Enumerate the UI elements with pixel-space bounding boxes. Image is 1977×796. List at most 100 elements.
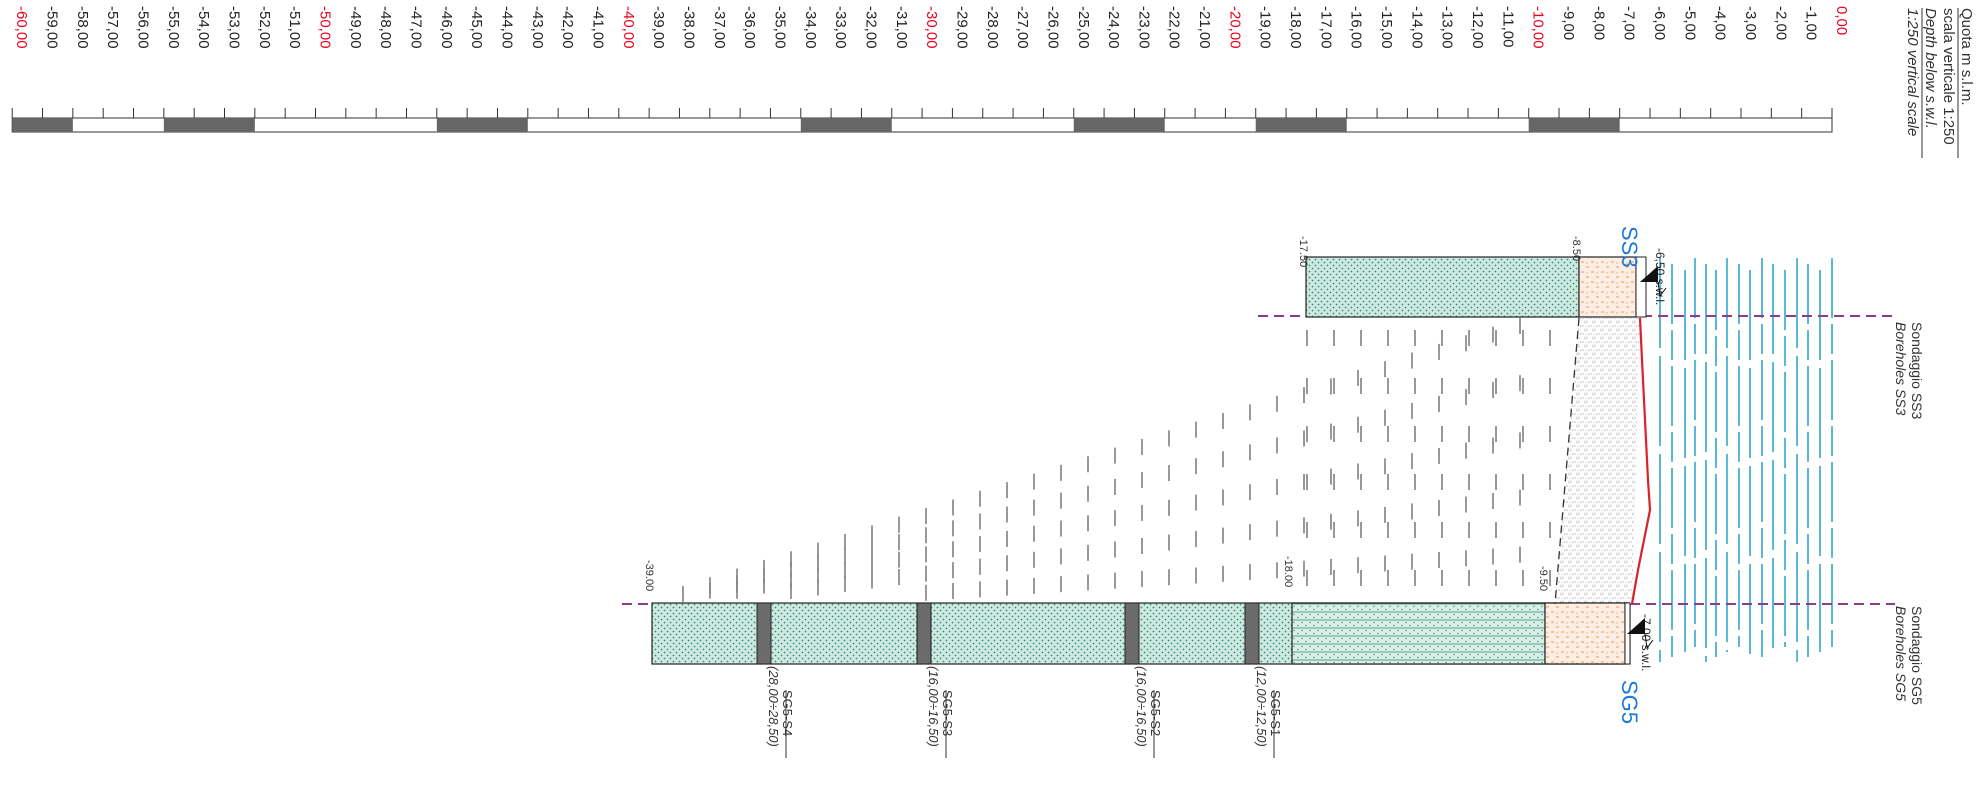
scale-tick-label: -23,00 [1135, 6, 1152, 49]
scale-tick-label: -21,00 [1196, 6, 1213, 49]
scale-tick-label: -31,00 [893, 6, 910, 49]
sample-marker [1244, 602, 1260, 665]
scale-tick-label: -16,00 [1348, 6, 1365, 49]
scale-tick-label: -27,00 [1014, 6, 1031, 49]
scale-tick-label: -36,00 [741, 6, 758, 49]
scale-tick-label: -42,00 [559, 6, 576, 49]
scale-tick-label: -57,00 [104, 6, 121, 49]
scale-bar-segment [800, 118, 892, 132]
profile-line [1630, 317, 1652, 605]
scale-tick-label: -18,00 [1287, 6, 1304, 49]
scale-tick-label: -60,00 [13, 6, 30, 49]
ss3-label-en: Boreholes SS3 [1893, 322, 1909, 416]
scale-tick-label: -53,00 [226, 6, 243, 49]
ss3-sand-layer [1578, 256, 1637, 318]
ss3-water-level-marker [1640, 266, 1658, 282]
scale-tick-label: -55,00 [165, 6, 182, 49]
boundary-dashed-line [1554, 317, 1580, 605]
scale-tick-label: -33,00 [832, 6, 849, 49]
scale-tick-label: -52,00 [256, 6, 273, 49]
scale-tick-label: -58,00 [74, 6, 91, 49]
scale-tick-label: -28,00 [984, 6, 1001, 49]
scale-tick-label: -43,00 [529, 6, 546, 49]
sample-name: SG5-S2 [1148, 690, 1163, 736]
sg5-label-it: Sondaggio SG5 [1909, 606, 1925, 705]
scale-tick-label: -29,00 [953, 6, 970, 49]
sample-range: (12,00÷12,50) [1254, 666, 1269, 747]
sg5-title: SG5 [1617, 680, 1642, 724]
scale-tick-label: -13,00 [1439, 6, 1456, 49]
scale-tick-label: -35,00 [771, 6, 788, 49]
ss3-interface-depth: -8.50 [1570, 236, 1582, 261]
scale-tick-label: -22,00 [1166, 6, 1183, 49]
scale-tick-label: -50,00 [317, 6, 334, 49]
scale-tick-label: -34,00 [802, 6, 819, 49]
sample-range: (16,00÷16,50) [926, 666, 941, 747]
scale-tick-label: -1,00 [1803, 6, 1820, 40]
silt-body [1555, 318, 1640, 604]
scale-tick-label: 0,00 [1833, 6, 1850, 35]
sg5-samples: SG5-S1(12,00÷12,50)SG5-S2(16,00÷16,50)SG… [756, 602, 1283, 758]
scale-tick-label: -11,00 [1499, 6, 1516, 47]
scale-tick-label: -56,00 [135, 6, 152, 49]
sg5-mid-depth: -18.00 [1282, 556, 1294, 587]
scale-tick-label: -45,00 [468, 6, 485, 49]
scale-bar-segment [1255, 118, 1347, 132]
scale-tick-label: -32,00 [862, 6, 879, 49]
scale-tick-label: -39,00 [650, 6, 667, 49]
scale-tick-label: -9,00 [1560, 6, 1577, 40]
scale-tick-label: -7,00 [1621, 6, 1638, 40]
borehole-sg5: SG5-S1(12,00÷12,50)SG5-S2(16,00÷16,50)SG… [643, 556, 1925, 758]
ss3-water-gap [1635, 256, 1647, 318]
sample-range: (28,00÷28,50) [766, 666, 781, 747]
scale-tick-label: -46,00 [438, 6, 455, 49]
interpreted-silt-wedge [682, 318, 1640, 604]
scale-tick-label: -47,00 [407, 6, 424, 49]
scale-header: Quota m s.l.m. scala verticale 1:250 Dep… [1904, 8, 1975, 158]
scale-tick-label: -40,00 [620, 6, 637, 49]
sg5-bottom-depth: -39.00 [643, 560, 655, 591]
scale-tick-label: -30,00 [923, 6, 940, 49]
sg5-interface-depth: -9.50 [1537, 566, 1549, 591]
scale-header-line3: Depth below s.w.l. [1922, 8, 1939, 129]
sample-marker [756, 602, 772, 665]
scale-tick-label: -12,00 [1469, 6, 1486, 49]
scale-tick-label: -14,00 [1408, 6, 1425, 49]
sample-name: SG5-S1 [1268, 690, 1283, 736]
ss3-water-level-tick [1657, 281, 1667, 298]
scale-tick-label: -38,00 [680, 6, 697, 49]
scale-bar-segment [436, 118, 528, 132]
scale-tick-label: -17,00 [1317, 6, 1334, 49]
scale-tick-label: -37,00 [711, 6, 728, 49]
scale-tick-label: -19,00 [1257, 6, 1274, 49]
sg5-label-en: Boreholes SG5 [1893, 606, 1909, 701]
scale-tick-label: -59,00 [44, 6, 61, 49]
sg5-water-level-marker [1627, 618, 1645, 634]
scale-tick-label: -51,00 [286, 6, 303, 49]
sample-name: SG5-S4 [780, 690, 795, 736]
sample-marker [1124, 602, 1140, 665]
scale-tick-label: -5,00 [1681, 6, 1698, 40]
scale-tick-label: -8,00 [1590, 6, 1607, 40]
scale-tick-label: -6,00 [1651, 6, 1668, 40]
scale-tick-label: -26,00 [1044, 6, 1061, 49]
scale-tick-label: -4,00 [1712, 6, 1729, 40]
scale-tick-label: -3,00 [1742, 6, 1759, 40]
scale-bar-segment [163, 118, 255, 132]
sg5-sand-layer [1544, 602, 1626, 665]
scale-tick-label: -48,00 [377, 6, 394, 49]
scale-tick-label: -2,00 [1772, 6, 1789, 40]
scale-tick-label: -49,00 [347, 6, 364, 49]
scale-tick-label: -54,00 [195, 6, 212, 49]
depth-scale: 0,00-1,00-2,00-3,00-4,00-5,00-6,00-7,00-… [11, 6, 1850, 133]
scale-bar-segment [1528, 118, 1620, 132]
scale-header-line4: 1:250 vertical scale [1904, 8, 1921, 136]
scale-tick-label: -15,00 [1378, 6, 1395, 49]
sg5-stratified-clay-layer [1291, 602, 1546, 665]
scale-tick-label: -24,00 [1105, 6, 1122, 49]
sample-name: SG5-S3 [940, 690, 955, 736]
ss3-label-it: Sondaggio SS3 [1909, 322, 1925, 420]
scale-tick-label: -20,00 [1226, 6, 1243, 49]
sample-marker [916, 602, 932, 665]
